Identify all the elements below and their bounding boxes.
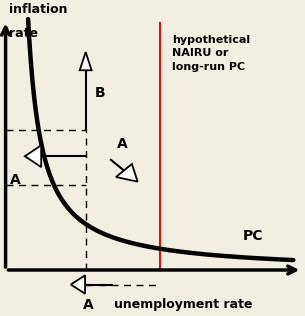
Text: rate: rate — [9, 27, 38, 40]
Text: A: A — [83, 298, 94, 312]
Text: hypothetical
NAIRU or
long-run PC: hypothetical NAIRU or long-run PC — [172, 35, 250, 71]
Polygon shape — [80, 52, 92, 70]
Text: A: A — [10, 173, 21, 187]
Text: PC: PC — [243, 229, 264, 243]
Polygon shape — [116, 164, 138, 182]
Polygon shape — [71, 275, 85, 294]
Text: unemployment rate: unemployment rate — [114, 298, 253, 311]
Polygon shape — [25, 145, 41, 167]
Text: B: B — [95, 86, 105, 100]
Text: A: A — [117, 137, 127, 151]
Text: inflation: inflation — [9, 3, 67, 16]
